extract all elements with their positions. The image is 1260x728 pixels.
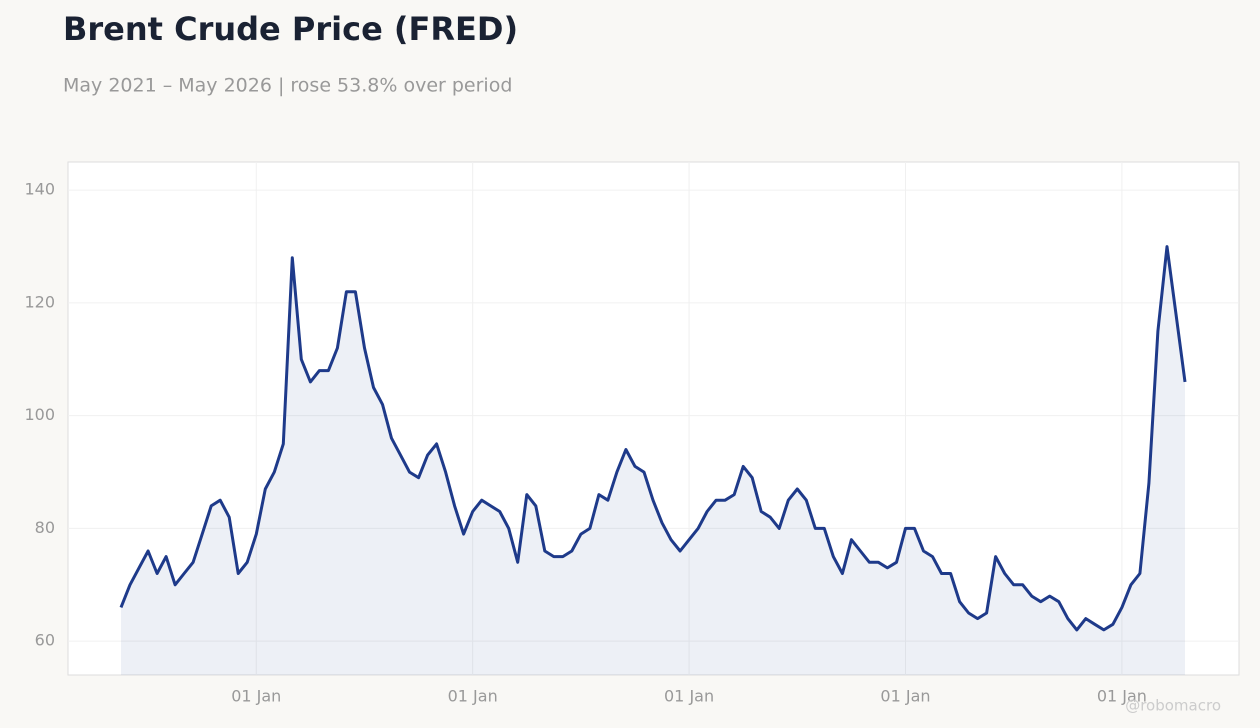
watermark: @robomacro [1125, 697, 1221, 715]
x-tick-label: 01 Jan [231, 687, 281, 706]
y-tick-label: 80 [35, 518, 55, 537]
y-tick-label: 100 [24, 405, 55, 424]
chart-subtitle: May 2021 – May 2026 | rose 53.8% over pe… [63, 75, 512, 97]
x-tick-label: 01 Jan [1097, 687, 1147, 706]
y-tick-label: 60 [35, 631, 55, 650]
grid: 60 80 100 120 140 01 Jan 01 Jan 01 Jan 01 Jan 01 … [24, 162, 1239, 706]
x-tick-label: 01 Jan [448, 687, 498, 706]
area [121, 246, 1185, 675]
y-tick-label: 120 [24, 292, 55, 311]
y-tick-label: 140 [24, 180, 55, 199]
plot-area [67, 161, 1240, 676]
line [119, 245, 1187, 632]
x-tick-label: 01 Jan [880, 687, 930, 706]
marks [119, 245, 1187, 675]
chart-title: Brent Crude Price (FRED) [63, 10, 518, 48]
x-tick-label: 01 Jan [664, 687, 714, 706]
